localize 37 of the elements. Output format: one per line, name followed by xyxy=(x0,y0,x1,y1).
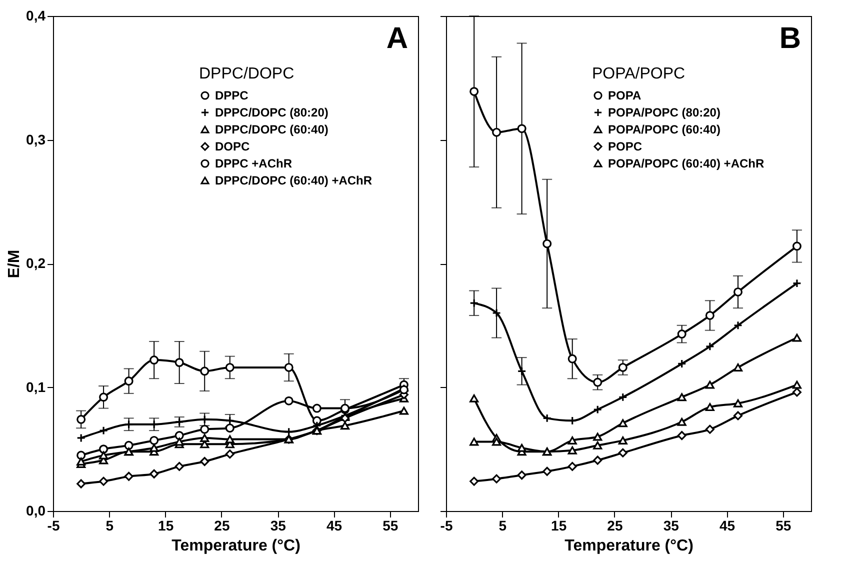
legend-title: POPA/POPC xyxy=(592,66,686,82)
x-tick-label: 15 xyxy=(551,518,567,534)
x-tick-label: 45 xyxy=(326,518,342,534)
x-tick-label: 45 xyxy=(719,518,736,534)
x-tick-label: 5 xyxy=(498,518,507,534)
legend-label: POPA xyxy=(608,88,642,102)
y-tick-label: 0,1 xyxy=(26,378,46,395)
x-tick-label: 35 xyxy=(270,518,286,534)
legend-label: DPPC xyxy=(215,88,249,102)
legend-label: DPPC/DOPC (80:20) xyxy=(215,106,328,120)
legend-label: POPC xyxy=(608,140,642,154)
x-tick-label: 25 xyxy=(607,518,623,534)
x-axis-title: Temperature (°C) xyxy=(564,538,694,554)
legend-label: POPA/POPC (60:40) +AChR xyxy=(608,156,764,170)
annotation: A xyxy=(386,22,408,55)
x-tick-label: 35 xyxy=(663,518,680,534)
legend-label: DPPC/DOPC (60:40) xyxy=(215,122,328,136)
y-tick-label: 0,4 xyxy=(26,8,46,24)
legend-label: POPA/POPC (60:40) xyxy=(608,122,720,136)
x-tick-label: 55 xyxy=(776,518,792,534)
legend-label: POPA/POPC (80:20) xyxy=(608,106,720,120)
x-tick-label: 25 xyxy=(214,518,230,534)
x-axis-title: Temperature (°C) xyxy=(172,538,300,554)
x-tick-label: -5 xyxy=(440,518,453,534)
x-tick-label: 15 xyxy=(158,518,174,534)
annotation: B xyxy=(779,22,801,55)
x-tick-label: 5 xyxy=(106,518,114,534)
x-tick-label: -5 xyxy=(47,518,60,534)
legend-title: DPPC/DOPC xyxy=(199,66,294,82)
y-tick-label: 0,2 xyxy=(26,255,46,271)
y-axis-title: E/M xyxy=(6,250,24,278)
legend-label: DPPC/DOPC (60:40) +AChR xyxy=(215,174,372,188)
legend-label: DPPC +AChR xyxy=(215,156,292,170)
legend-label: DOPC xyxy=(215,140,250,154)
y-tick-label: 0,3 xyxy=(26,131,46,148)
y-tick-label: 0,0 xyxy=(26,502,46,518)
x-tick-label: 55 xyxy=(382,518,398,534)
